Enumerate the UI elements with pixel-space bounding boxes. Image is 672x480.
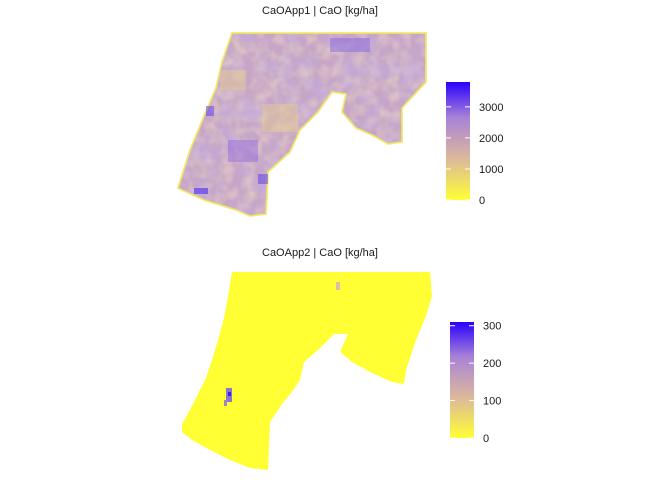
colorbar-2	[450, 322, 474, 438]
legend-1: 0 1000 2000 3000	[446, 82, 503, 207]
legend-tick-label: 3000	[479, 102, 503, 114]
field-raster-2	[182, 272, 432, 470]
panel-1-title: CaOApp1 | CaO [kg/ha]	[262, 5, 378, 17]
field-map-2	[182, 272, 432, 470]
field-map-1	[176, 32, 427, 218]
legend-tick-label: 300	[483, 321, 501, 333]
legend-2: 0 100 200 300	[450, 321, 501, 445]
legend-tick-label: 1000	[479, 164, 503, 176]
legend-tick-label: 200	[483, 358, 501, 370]
legend-tick-label: 100	[483, 396, 501, 408]
colorbar-1	[446, 82, 470, 200]
panel-2-title: CaOApp2 | CaO [kg/ha]	[262, 247, 378, 259]
legend-tick-label: 0	[479, 195, 485, 207]
legend-tick-label: 2000	[479, 133, 503, 145]
legend-tick-label: 0	[483, 433, 489, 445]
